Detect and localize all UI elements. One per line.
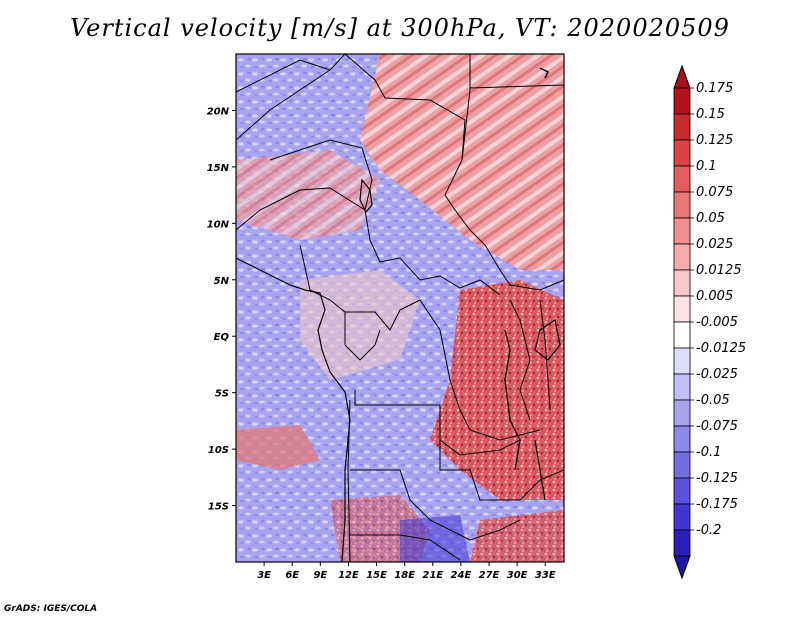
colorbar-swatch xyxy=(673,217,691,245)
colorbar: 0.175 0.15 0.125 0.1 0.075 0.05 0.025 0.0125 0.0… xyxy=(673,64,746,580)
colorbar-label: 0.005 xyxy=(696,289,733,304)
lon-tick-label: 21E xyxy=(422,570,443,581)
lon-tick-label: 33E xyxy=(535,570,556,581)
lake-malawi xyxy=(534,439,546,501)
colorbar-bottom-arrow xyxy=(673,555,691,580)
colorbar-label: 0.175 xyxy=(696,81,733,96)
field-region-s-blue xyxy=(400,515,470,562)
lat-tick-label: 15S xyxy=(208,502,229,513)
lake-victoria xyxy=(534,319,561,361)
colorbar-label: 0.125 xyxy=(696,133,733,148)
colorbar-swatch xyxy=(673,477,691,505)
colorbar-swatch xyxy=(673,113,691,141)
river-nile xyxy=(539,67,550,79)
lat-tick-label: EQ xyxy=(214,332,230,343)
colorbar-label: -0.2 xyxy=(696,523,721,538)
longitude-axis: 3E 6E 9E 12E 15E 18E 21E 24E 27E 30E 33E xyxy=(257,562,556,581)
lat-tick-label: 10S xyxy=(208,445,229,456)
field-region-w xyxy=(236,150,380,240)
colorbar-swatch xyxy=(673,399,691,427)
colorbar-label: 0.15 xyxy=(696,107,725,122)
colorbar-swatch xyxy=(673,425,691,453)
lake-chad xyxy=(359,178,373,214)
field-region-ne xyxy=(360,54,564,270)
colorbar-swatch xyxy=(673,347,691,375)
lon-tick-label: 3E xyxy=(257,570,271,581)
colorbar-swatch xyxy=(673,451,691,479)
colorbar-label: -0.005 xyxy=(696,315,738,330)
colorbar-swatch xyxy=(673,243,691,271)
colorbar-label: -0.0125 xyxy=(696,341,746,356)
lat-tick-label: 5N xyxy=(214,276,230,287)
lon-tick-label: 18E xyxy=(394,570,415,581)
colorbar-label: -0.05 xyxy=(696,393,730,408)
colorbar-swatch xyxy=(673,269,691,297)
map-frame xyxy=(235,53,565,563)
field-region-sw xyxy=(236,425,320,470)
colorbar-label: 0.075 xyxy=(696,185,733,200)
colorbar-label: -0.025 xyxy=(696,367,738,382)
colorbar-top-arrow xyxy=(673,64,691,89)
latitude-axis: 20N 15N 10N 5N EQ 5S 10S 15S xyxy=(207,106,236,513)
grads-credit: GrADS: IGES/COLA xyxy=(4,604,98,614)
lake-tanganyika xyxy=(504,329,521,471)
colorbar-swatch xyxy=(673,191,691,219)
lon-tick-label: 24E xyxy=(451,570,472,581)
colorbar-label: 0.025 xyxy=(696,237,733,252)
lon-tick-label: 9E xyxy=(313,570,327,581)
colorbar-swatch xyxy=(673,165,691,193)
lon-tick-label: 12E xyxy=(338,570,359,581)
velocity-field xyxy=(236,54,564,562)
lon-tick-label: 15E xyxy=(366,570,387,581)
colorbar-swatch xyxy=(673,529,691,557)
colorbar-swatch xyxy=(673,87,691,115)
coastline xyxy=(236,257,351,562)
colorbar-label: -0.1 xyxy=(696,445,721,460)
lat-tick-label: 15N xyxy=(207,163,230,174)
map-title: Vertical velocity [m/s] at 300hPa, VT: 2… xyxy=(70,14,730,42)
colorbar-label: 0.05 xyxy=(696,211,725,226)
colorbar-swatch xyxy=(673,295,691,323)
lon-tick-label: 30E xyxy=(507,570,528,581)
lat-tick-label: 5S xyxy=(215,389,229,400)
colorbar-swatch xyxy=(673,139,691,167)
lat-tick-label: 20N xyxy=(207,106,230,117)
lon-tick-label: 27E xyxy=(479,570,500,581)
colorbar-swatch xyxy=(673,321,691,349)
lon-tick-label: 6E xyxy=(285,570,299,581)
colorbar-label: -0.175 xyxy=(696,497,738,512)
colorbar-swatch xyxy=(673,373,691,401)
colorbar-label: -0.075 xyxy=(696,419,738,434)
colorbar-label: 0.1 xyxy=(696,159,717,174)
field-region-se xyxy=(430,280,564,500)
colorbar-label: -0.125 xyxy=(696,471,738,486)
colorbar-swatch xyxy=(673,503,691,531)
colorbar-label: 0.0125 xyxy=(696,263,742,278)
field-region-c xyxy=(300,270,420,380)
field-region-sse xyxy=(470,510,564,562)
lat-tick-label: 10N xyxy=(207,219,230,230)
